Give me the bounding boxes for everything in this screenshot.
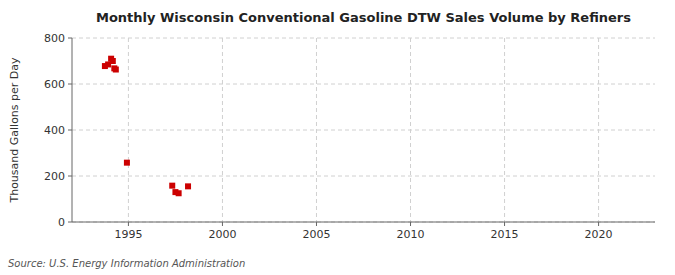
grid-line-x xyxy=(598,38,599,222)
source: Source: U.S. Energy Information Administ… xyxy=(8,258,245,269)
points xyxy=(102,56,191,197)
y-tick xyxy=(68,130,72,131)
x-tick-label: 2015 xyxy=(491,228,519,241)
y-tick-label: 800 xyxy=(44,32,65,45)
y-tick xyxy=(68,222,72,223)
grid-line-x xyxy=(128,38,129,222)
grid-line-y xyxy=(72,222,655,223)
x-tick xyxy=(222,222,223,226)
y-tick-label: 0 xyxy=(58,216,65,229)
x-tick xyxy=(128,222,129,226)
grid-line-y xyxy=(72,38,655,39)
grid-line-y xyxy=(72,176,655,177)
y-tick xyxy=(68,84,72,85)
x-axis-line xyxy=(72,222,655,223)
x-tick xyxy=(410,222,411,226)
grid-line-x xyxy=(222,38,223,222)
grid-line-x xyxy=(410,38,411,222)
point xyxy=(124,160,130,166)
title: Monthly Wisconsin Conventional Gasoline … xyxy=(96,10,631,25)
grid-line-y xyxy=(72,130,655,131)
grid-line-x xyxy=(316,38,317,222)
y-axis-label: Thousand Gallons per Day xyxy=(8,57,21,204)
grid xyxy=(72,38,655,222)
y-tick-label: 400 xyxy=(44,124,65,137)
x-tick-label: 2020 xyxy=(585,228,613,241)
x-tick-label: 2005 xyxy=(302,228,330,241)
grid-line-x xyxy=(504,38,505,222)
point xyxy=(169,183,175,189)
y-tick xyxy=(68,176,72,177)
point xyxy=(176,190,182,196)
point xyxy=(113,67,119,73)
y-tick xyxy=(68,38,72,39)
point xyxy=(110,58,116,64)
point xyxy=(185,183,191,189)
y-tick-label: 200 xyxy=(44,170,65,183)
x-tick-label: 2000 xyxy=(208,228,236,241)
x-tick xyxy=(598,222,599,226)
grid-line-y xyxy=(72,84,655,85)
y-tick-label: 600 xyxy=(44,78,65,91)
chart: 1995 2000 2005 2010 2015 2020 0 200 400 600 800 Mon… xyxy=(0,0,675,275)
x-tick xyxy=(316,222,317,226)
x-tick-label: 2010 xyxy=(397,228,425,241)
x-tick xyxy=(504,222,505,226)
x-tick-label: 1995 xyxy=(114,228,142,241)
